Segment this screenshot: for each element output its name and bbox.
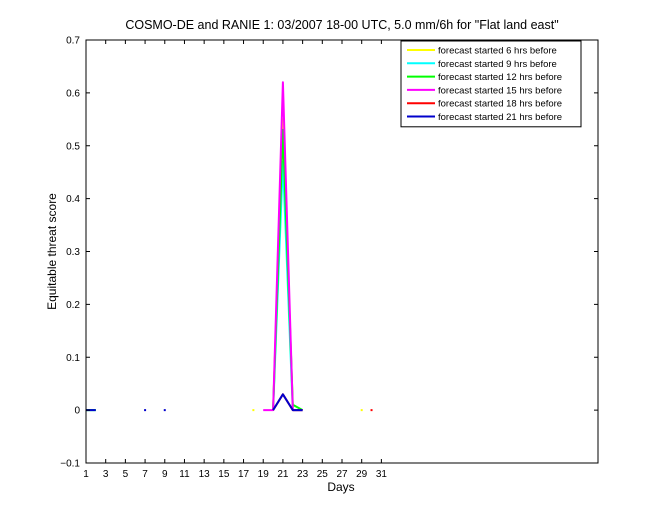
y-tick-label: 0.1 bbox=[66, 353, 80, 364]
legend-label: forecast started 21 hrs before bbox=[438, 112, 562, 123]
x-tick-label: 19 bbox=[258, 469, 270, 480]
x-tick-label: 13 bbox=[199, 469, 211, 480]
y-tick-label: 0 bbox=[74, 406, 80, 417]
x-tick-label: 11 bbox=[179, 469, 190, 480]
y-axis-label: Equitable threat score bbox=[45, 193, 59, 310]
y-tick-label: 0.7 bbox=[66, 36, 80, 47]
y-tick-label: −0.1 bbox=[60, 459, 80, 470]
x-axis: 1 3 5 7 9 11 13 15 17 19 21 23 25 27 29 31 bbox=[83, 40, 387, 480]
legend: forecast started 6 hrs before forecast st… bbox=[400, 40, 582, 128]
legend-box bbox=[400, 40, 582, 128]
x-tick-label: 9 bbox=[162, 469, 168, 480]
legend-label: forecast started 9 hrs before bbox=[438, 59, 557, 70]
legend-label: forecast started 18 hrs before bbox=[438, 99, 562, 110]
x-tick-label: 29 bbox=[356, 469, 368, 480]
y-tick-label: 0.3 bbox=[66, 247, 80, 258]
legend-label: forecast started 6 hrs before bbox=[438, 46, 557, 57]
x-tick-label: 27 bbox=[336, 469, 348, 480]
x-tick-label: 5 bbox=[123, 469, 129, 480]
x-tick-label: 15 bbox=[218, 469, 230, 480]
series-line bbox=[272, 393, 303, 412]
x-tick-label: 21 bbox=[277, 469, 289, 480]
x-tick-label: 7 bbox=[142, 469, 148, 480]
chart-title: COSMO-DE and RANIE 1: 03/2007 18-00 UTC,… bbox=[125, 18, 558, 32]
legend-label: forecast started 12 hrs before bbox=[438, 72, 562, 83]
x-tick-label: 25 bbox=[317, 469, 329, 480]
y-tick-label: 0.2 bbox=[66, 300, 80, 311]
y-tick-label: 0.5 bbox=[66, 141, 80, 152]
x-tick-label: 3 bbox=[103, 469, 109, 480]
legend-label: forecast started 15 hrs before bbox=[438, 85, 562, 96]
x-tick-label: 31 bbox=[376, 469, 388, 480]
y-axis: −0.1 0 0.1 0.2 0.3 0.4 0.5 0.6 0.7 bbox=[60, 36, 598, 470]
y-tick-label: 0.6 bbox=[66, 88, 80, 99]
x-tick-label: 17 bbox=[238, 469, 250, 480]
x-tick-label: 23 bbox=[297, 469, 309, 480]
x-axis-label: Days bbox=[327, 480, 354, 494]
x-tick-label: 1 bbox=[83, 469, 89, 480]
y-tick-label: 0.4 bbox=[66, 194, 80, 205]
